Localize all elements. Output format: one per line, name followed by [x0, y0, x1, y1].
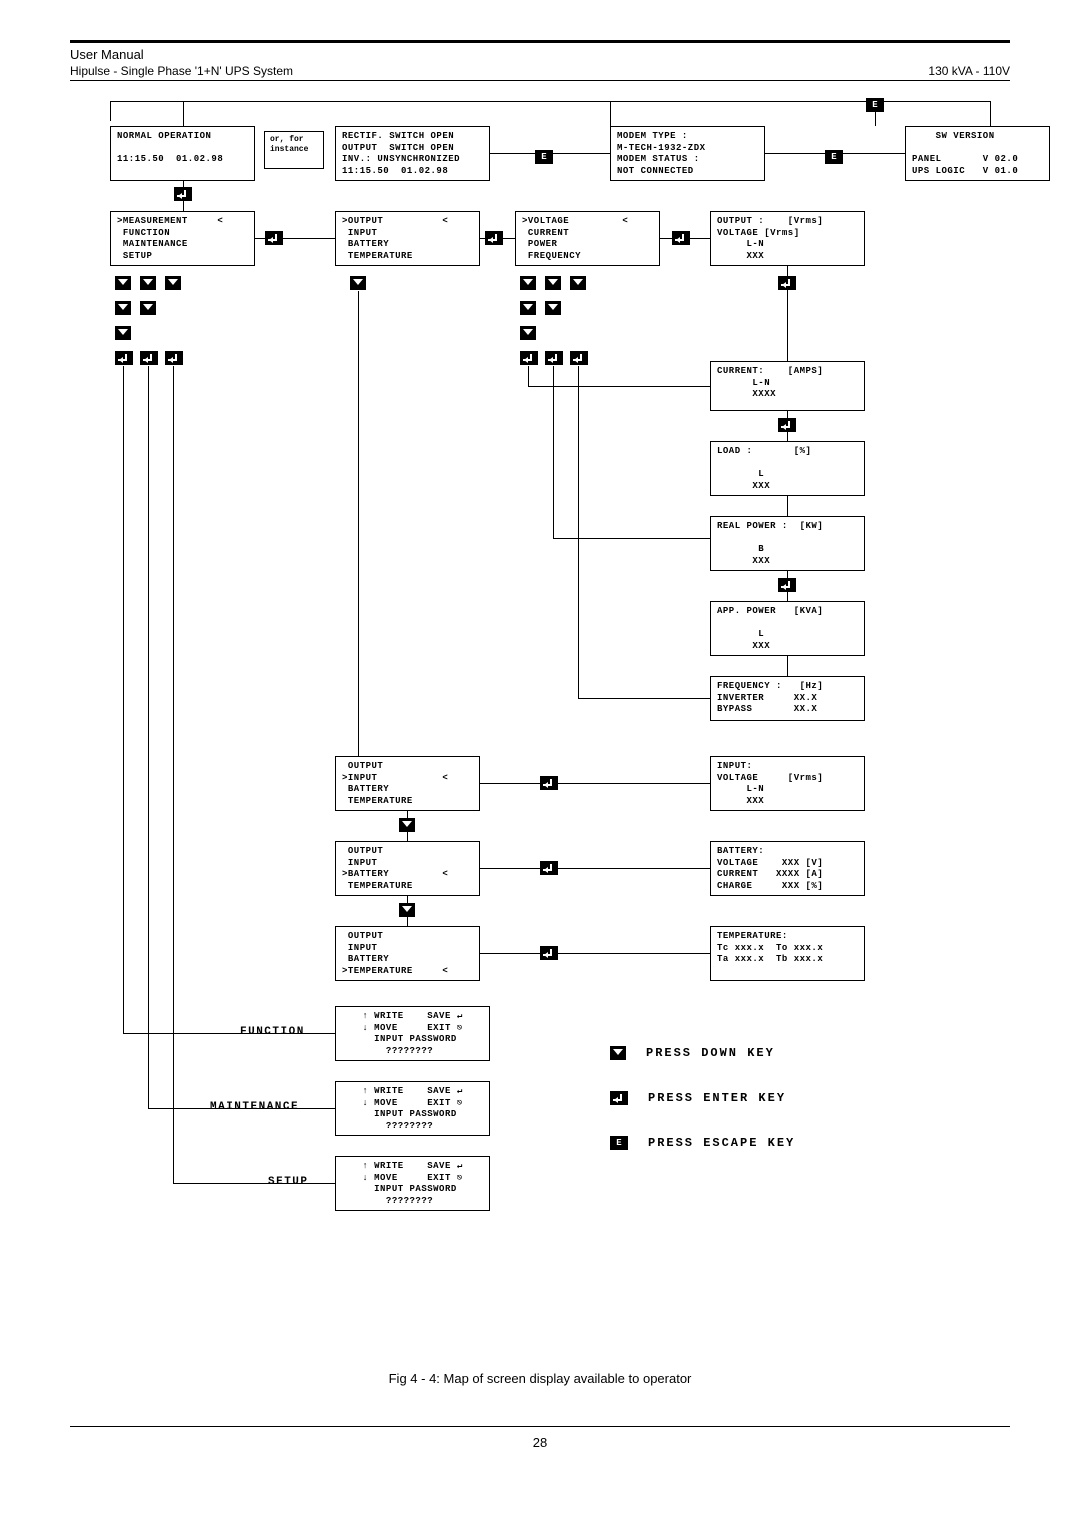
legend-enter: PRESS ENTER KEY — [648, 1091, 786, 1105]
box-measurement-menu: >MEASUREMENT < FUNCTION MAINTENANCE SETU… — [110, 211, 255, 266]
enter-icon — [610, 1091, 628, 1105]
enter-icon — [540, 861, 558, 875]
label-setup: SETUP — [268, 1176, 309, 1188]
header-title: User Manual — [70, 47, 1010, 62]
enter-icon — [672, 231, 690, 245]
box-voltage-menu: >VOLTAGE < CURRENT POWER FREQUENCY — [515, 211, 660, 266]
header-subtitle-right: 130 kVA - 110V — [928, 64, 1010, 78]
enter-icon — [778, 578, 796, 592]
box-temperature-menu: OUTPUT INPUT BATTERY >TEMPERATURE < — [335, 926, 480, 981]
box-password-maintenance: ↑ WRITE SAVE ↵ ↓ MOVE EXIT ⎋ INPUT PASSW… — [335, 1081, 490, 1136]
escape-icon: E — [866, 98, 884, 112]
enter-icon — [115, 351, 133, 365]
down-icon — [165, 276, 181, 290]
enter-icon — [265, 231, 283, 245]
down-icon — [545, 301, 561, 315]
escape-icon: E — [610, 1136, 628, 1150]
legend-escape: PRESS ESCAPE KEY — [648, 1136, 795, 1150]
enter-icon — [165, 351, 183, 365]
down-icon — [520, 326, 536, 340]
box-output-menu: >OUTPUT < INPUT BATTERY TEMPERATURE — [335, 211, 480, 266]
enter-icon — [520, 351, 538, 365]
down-icon — [545, 276, 561, 290]
escape-icon: E — [535, 150, 553, 164]
box-battery: BATTERY: VOLTAGE XXX [V] CURRENT XXXX [A… — [710, 841, 865, 896]
label-maintenance: MAINTENANCE — [210, 1101, 299, 1113]
box-modem: MODEM TYPE : M-TECH-1932-ZDX MODEM STATU… — [610, 126, 765, 181]
down-icon — [520, 301, 536, 315]
down-icon — [115, 276, 131, 290]
escape-icon: E — [825, 150, 843, 164]
down-icon — [610, 1046, 626, 1060]
box-input-voltage: INPUT: VOLTAGE [Vrms] L-N XXX — [710, 756, 865, 811]
down-icon — [350, 276, 366, 290]
box-temperature: TEMPERATURE: Tc xxx.x To xxx.x Ta xxx.x … — [710, 926, 865, 981]
box-app-power: APP. POWER [KVA] L XXX — [710, 601, 865, 656]
box-input-menu: OUTPUT >INPUT < BATTERY TEMPERATURE — [335, 756, 480, 811]
enter-icon — [174, 187, 192, 201]
screen-map-diagram: E NORMAL OPERATION 11:15.50 01.02.98 or,… — [70, 91, 1010, 1351]
box-or-for: or, for instance — [264, 131, 324, 169]
enter-icon — [140, 351, 158, 365]
label-function: FUNCTION — [240, 1026, 305, 1038]
box-real-power: REAL POWER : [KW] B XXX — [710, 516, 865, 571]
box-rectif: RECTIF. SWITCH OPEN OUTPUT SWITCH OPEN I… — [335, 126, 490, 181]
box-password-setup: ↑ WRITE SAVE ↵ ↓ MOVE EXIT ⎋ INPUT PASSW… — [335, 1156, 490, 1211]
enter-icon — [778, 418, 796, 432]
box-battery-menu: OUTPUT INPUT >BATTERY < TEMPERATURE — [335, 841, 480, 896]
down-icon — [115, 301, 131, 315]
legend-down: PRESS DOWN KEY — [646, 1046, 775, 1060]
enter-icon — [540, 776, 558, 790]
down-icon — [140, 276, 156, 290]
down-icon — [520, 276, 536, 290]
enter-icon — [570, 351, 588, 365]
down-icon — [140, 301, 156, 315]
down-icon — [399, 903, 415, 917]
box-current: CURRENT: [AMPS] L-N XXXX — [710, 361, 865, 411]
enter-icon — [545, 351, 563, 365]
down-icon — [399, 818, 415, 832]
page-number: 28 — [70, 1426, 1010, 1450]
box-sw-version: SW VERSION PANEL V 02.0 UPS LOGIC V 01.0 — [905, 126, 1050, 181]
down-icon — [570, 276, 586, 290]
box-load: LOAD : [%] L XXX — [710, 441, 865, 496]
box-password-function: ↑ WRITE SAVE ↵ ↓ MOVE EXIT ⎋ INPUT PASSW… — [335, 1006, 490, 1061]
box-frequency: FREQUENCY : [Hz] INVERTER XX.X BYPASS XX… — [710, 676, 865, 721]
box-output-voltage: OUTPUT : [Vrms] VOLTAGE [Vrms] L-N XXX — [710, 211, 865, 266]
down-icon — [115, 326, 131, 340]
enter-icon — [540, 946, 558, 960]
enter-icon — [778, 276, 796, 290]
figure-caption: Fig 4 - 4: Map of screen display availab… — [70, 1371, 1010, 1386]
box-normal-operation: NORMAL OPERATION 11:15.50 01.02.98 — [110, 126, 255, 181]
header-subtitle-left: Hipulse - Single Phase '1+N' UPS System — [70, 64, 293, 78]
enter-icon — [485, 231, 503, 245]
